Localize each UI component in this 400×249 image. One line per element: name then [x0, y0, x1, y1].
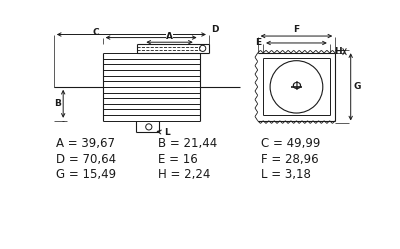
Text: D: D: [211, 25, 219, 34]
Text: C: C: [93, 28, 100, 37]
Text: H: H: [334, 47, 342, 56]
Text: B: B: [54, 99, 61, 108]
Text: G = 15,49: G = 15,49: [56, 168, 116, 181]
Text: B = 21,44: B = 21,44: [158, 137, 218, 150]
Text: F: F: [293, 25, 300, 34]
Text: L = 3,18: L = 3,18: [261, 168, 311, 181]
Text: E: E: [255, 38, 261, 48]
Text: G: G: [353, 82, 360, 91]
Text: D = 70,64: D = 70,64: [56, 153, 116, 166]
Text: A: A: [166, 32, 173, 41]
Text: H = 2,24: H = 2,24: [158, 168, 211, 181]
Text: F = 28,96: F = 28,96: [261, 153, 318, 166]
Text: L: L: [164, 128, 170, 137]
Text: E = 16: E = 16: [158, 153, 198, 166]
Text: A = 39,67: A = 39,67: [56, 137, 115, 150]
Text: C = 49,99: C = 49,99: [261, 137, 320, 150]
Text: Φ: Φ: [292, 80, 301, 93]
